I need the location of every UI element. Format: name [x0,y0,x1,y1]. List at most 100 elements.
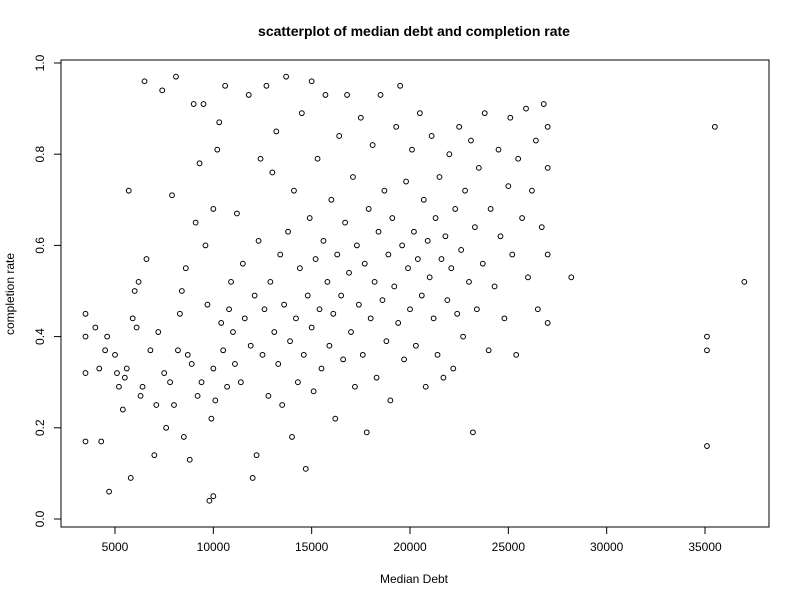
data-point [82,310,89,317]
data-point [210,206,217,212]
data-point [308,78,315,85]
data-point [487,206,494,212]
data-point [308,324,315,331]
data-point [495,146,502,153]
data-point [298,110,305,117]
data-point [507,114,514,121]
data-point [194,392,201,399]
data-point [428,133,435,139]
data-point [320,237,327,244]
data-point [312,256,319,262]
data-point [544,164,551,171]
data-point [106,488,112,495]
data-point [413,342,419,349]
data-point [190,101,197,107]
data-point [485,347,492,354]
data-point [399,242,406,249]
x-axis-label: Median Debt [380,572,449,586]
data-point [257,155,264,162]
data-point [247,342,254,349]
data-point [373,374,380,381]
data-point [544,123,551,130]
data-point [104,333,111,340]
data-point [440,374,447,381]
data-point [239,260,246,267]
data-point [326,342,333,349]
data-point [178,288,185,294]
data-point [208,415,215,422]
data-point [444,297,451,304]
data-point [202,242,209,249]
data-point [434,351,441,358]
data-point [119,406,126,413]
data-point [121,374,128,381]
data-point [377,92,384,98]
data-point [131,288,138,294]
data-point [210,493,217,500]
data-point [259,351,266,358]
data-point [538,224,545,231]
data-point [249,475,256,481]
data-point [125,187,132,194]
data-point [251,292,258,299]
data-point [436,174,443,180]
data-point [338,292,345,299]
data-point [169,192,175,199]
data-point [159,87,166,94]
data-point [505,183,512,190]
data-point [389,215,396,221]
data-point [407,306,413,313]
data-point [442,233,449,240]
data-point [411,228,417,235]
data-point [116,383,122,390]
data-point [529,187,535,194]
data-point [534,306,541,313]
data-point [310,388,317,395]
data-point [151,452,158,459]
x-tick-label: 35000 [688,540,722,554]
data-point [458,247,465,253]
data-point [363,429,370,436]
data-point [340,356,347,363]
data-point [314,155,321,162]
x-tick-label: 15000 [295,540,329,554]
data-point [519,215,525,221]
data-point [367,315,374,322]
data-point [348,329,354,335]
data-point [269,169,276,176]
data-point [92,324,99,331]
data-point [300,351,307,358]
data-point [291,187,297,194]
data-point [96,365,103,372]
data-point [322,92,329,98]
data-point [155,329,162,335]
data-point [153,402,160,408]
data-point [206,497,213,504]
data-point [245,92,252,98]
data-point [532,137,539,144]
data-point [568,274,575,281]
data-point [430,315,437,322]
data-point [346,269,352,276]
data-point [296,265,303,272]
data-points [82,73,748,504]
data-point [306,215,313,221]
data-point [281,301,288,308]
data-point [432,215,439,221]
data-point [316,306,323,313]
data-point [355,301,362,308]
data-point [468,137,474,144]
data-point [167,379,173,386]
data-point [741,278,748,285]
data-point [711,123,718,130]
data-point [293,315,299,322]
data-point [424,237,431,244]
data-point [147,347,154,354]
data-point [263,82,270,89]
data-point [470,429,476,436]
data-point [704,443,710,449]
y-axis: 0.0 0.2 0.4 0.6 0.8 1.0 [33,54,62,527]
data-point [344,92,350,98]
data-point [704,333,710,340]
data-point [381,187,388,194]
